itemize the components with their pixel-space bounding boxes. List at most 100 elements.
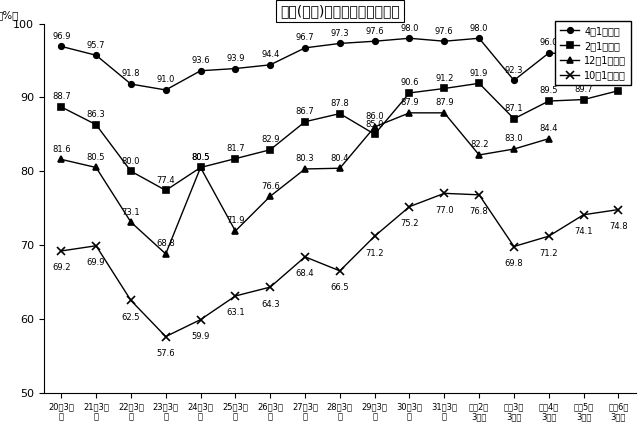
4月1日現在 bbox=[614, 41, 622, 46]
2月1日現在 bbox=[614, 88, 622, 93]
Text: 91.0: 91.0 bbox=[157, 75, 175, 84]
Text: 80.0: 80.0 bbox=[122, 157, 140, 166]
Text: 57.6: 57.6 bbox=[156, 349, 175, 358]
2月1日現在 bbox=[336, 111, 344, 116]
2月1日現在 bbox=[58, 104, 65, 109]
10月1日現在 bbox=[162, 334, 170, 339]
Text: 77.0: 77.0 bbox=[435, 206, 454, 215]
12月1日現在 bbox=[301, 167, 309, 172]
2月1日現在 bbox=[196, 165, 204, 170]
4月1日現在 bbox=[266, 62, 274, 67]
Text: 89.7: 89.7 bbox=[574, 85, 593, 94]
4月1日現在 bbox=[580, 52, 588, 57]
10月1日現在 bbox=[301, 254, 309, 259]
Text: 62.5: 62.5 bbox=[122, 313, 140, 322]
10月1日現在 bbox=[371, 233, 378, 239]
10月1日現在 bbox=[406, 204, 413, 209]
Text: 96.9: 96.9 bbox=[52, 32, 70, 41]
2月1日現在 bbox=[266, 147, 274, 153]
4月1日現在 bbox=[510, 78, 518, 83]
Text: 98.0: 98.0 bbox=[470, 24, 488, 33]
12月1日現在 bbox=[336, 166, 344, 171]
10月1日現在 bbox=[510, 244, 518, 249]
Text: 86.7: 86.7 bbox=[296, 107, 314, 116]
2月1日現在 bbox=[580, 97, 588, 102]
Text: 87.9: 87.9 bbox=[400, 98, 419, 107]
Line: 4月1日現在: 4月1日現在 bbox=[58, 35, 621, 93]
4月1日現在 bbox=[336, 41, 344, 46]
12月1日現在 bbox=[476, 153, 483, 158]
Text: 91.9: 91.9 bbox=[470, 69, 488, 78]
Text: 66.5: 66.5 bbox=[330, 283, 349, 292]
Legend: 4月1日現在, 2月1日現在, 12月1日現在, 10月1日現在: 4月1日現在, 2月1日現在, 12月1日現在, 10月1日現在 bbox=[555, 21, 631, 85]
12月1日現在 bbox=[440, 110, 448, 115]
Text: 75.2: 75.2 bbox=[400, 219, 419, 228]
Text: 73.1: 73.1 bbox=[122, 207, 140, 216]
Text: 80.3: 80.3 bbox=[296, 154, 314, 164]
Text: 95.7: 95.7 bbox=[87, 41, 106, 50]
2月1日現在 bbox=[545, 98, 552, 104]
Text: 90.6: 90.6 bbox=[400, 78, 419, 87]
Text: 74.8: 74.8 bbox=[609, 222, 628, 231]
Text: 85.0: 85.0 bbox=[365, 120, 384, 129]
Text: 69.8: 69.8 bbox=[505, 259, 524, 268]
Text: 82.9: 82.9 bbox=[261, 135, 280, 144]
12月1日現在 bbox=[371, 124, 378, 130]
4月1日現在 bbox=[92, 53, 100, 58]
12月1日現在 bbox=[232, 228, 239, 233]
12月1日現在 bbox=[510, 147, 518, 152]
4月1日現在 bbox=[58, 44, 65, 49]
12月1日現在 bbox=[92, 165, 100, 170]
Text: 97.6: 97.6 bbox=[365, 27, 384, 36]
Text: 84.4: 84.4 bbox=[540, 124, 558, 133]
10月1日現在 bbox=[196, 317, 204, 322]
10月1日現在 bbox=[232, 294, 239, 299]
Text: 86.0: 86.0 bbox=[365, 112, 384, 121]
Text: 80.5: 80.5 bbox=[191, 153, 210, 162]
Text: 71.2: 71.2 bbox=[365, 249, 384, 258]
10月1日現在 bbox=[440, 191, 448, 196]
Text: 83.0: 83.0 bbox=[505, 135, 524, 144]
Text: 93.9: 93.9 bbox=[226, 54, 244, 63]
Text: 88.7: 88.7 bbox=[52, 92, 70, 101]
Text: 80.5: 80.5 bbox=[87, 153, 106, 162]
Text: 91.8: 91.8 bbox=[122, 69, 140, 78]
Text: 87.1: 87.1 bbox=[505, 104, 524, 113]
10月1日現在 bbox=[614, 207, 622, 212]
Text: 71.9: 71.9 bbox=[226, 216, 244, 225]
Text: 86.3: 86.3 bbox=[86, 110, 106, 119]
Text: 97.6: 97.6 bbox=[435, 27, 454, 36]
Text: 98.0: 98.0 bbox=[400, 24, 419, 33]
12月1日現在 bbox=[406, 110, 413, 115]
Title: 就職(内定)率の推移　（大学）: 就職(内定)率の推移 （大学） bbox=[280, 4, 400, 18]
Line: 10月1日現在: 10月1日現在 bbox=[57, 189, 623, 341]
Text: 71.2: 71.2 bbox=[540, 249, 558, 258]
12月1日現在 bbox=[196, 165, 204, 170]
10月1日現在 bbox=[92, 243, 100, 248]
Text: 68.8: 68.8 bbox=[156, 239, 175, 248]
4月1日現在 bbox=[162, 87, 170, 92]
10月1日現在 bbox=[127, 298, 135, 303]
Text: 80.5: 80.5 bbox=[191, 153, 210, 162]
4月1日現在 bbox=[545, 50, 552, 55]
Text: 81.6: 81.6 bbox=[52, 145, 70, 154]
Text: 91.2: 91.2 bbox=[435, 74, 454, 83]
Text: 87.9: 87.9 bbox=[435, 98, 454, 107]
Text: 82.2: 82.2 bbox=[470, 141, 488, 150]
Text: 69.9: 69.9 bbox=[87, 258, 106, 267]
4月1日現在 bbox=[232, 66, 239, 71]
Text: 69.2: 69.2 bbox=[52, 263, 70, 273]
Text: 59.9: 59.9 bbox=[191, 332, 210, 341]
Text: 63.1: 63.1 bbox=[226, 308, 244, 317]
Text: 94.4: 94.4 bbox=[261, 50, 280, 59]
Text: 90.9: 90.9 bbox=[609, 76, 628, 85]
Text: 64.3: 64.3 bbox=[261, 299, 280, 308]
Text: 87.8: 87.8 bbox=[330, 99, 349, 108]
Text: 93.6: 93.6 bbox=[191, 56, 210, 65]
Text: 76.6: 76.6 bbox=[261, 182, 280, 191]
4月1日現在 bbox=[406, 36, 413, 41]
2月1日現在 bbox=[440, 86, 448, 91]
Text: 80.4: 80.4 bbox=[331, 154, 349, 163]
12月1日現在 bbox=[162, 251, 170, 256]
2月1日現在 bbox=[510, 116, 518, 121]
